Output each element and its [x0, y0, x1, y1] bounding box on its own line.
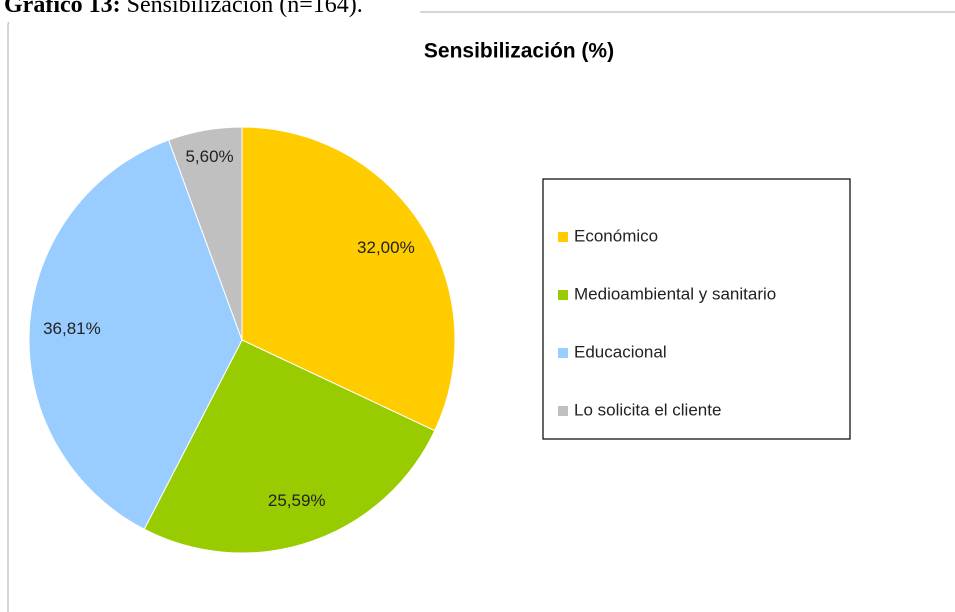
caption-bg	[0, 0, 420, 22]
legend-box	[542, 178, 851, 440]
legend-label: Medioambiental y sanitario	[574, 284, 776, 303]
data-label: 25,59%	[268, 491, 326, 510]
pie-slice	[167, 126, 243, 341]
data-label: 5,60%	[185, 147, 233, 166]
data-label: 32,00%	[357, 238, 415, 257]
caption-label: Gráfico 13:	[4, 0, 121, 18]
legend-swatch	[558, 290, 568, 300]
chart-title: Sensibilización (%)	[424, 40, 614, 63]
legend-label: Educacional	[574, 342, 667, 361]
pie-slice	[143, 339, 436, 554]
legend-swatch	[558, 348, 568, 358]
legend-label: Económico	[574, 226, 658, 245]
caption: Gráfico 13: Sensibilización (n=164).	[4, 0, 363, 18]
data-label: 36,81%	[43, 319, 101, 338]
pie-slice	[241, 126, 456, 432]
legend-swatch	[558, 406, 568, 416]
legend-swatch	[558, 232, 568, 242]
pie-slice	[28, 139, 243, 530]
caption-text: Sensibilización (n=164).	[127, 0, 363, 18]
legend-label: Lo solicita el cliente	[574, 400, 721, 419]
